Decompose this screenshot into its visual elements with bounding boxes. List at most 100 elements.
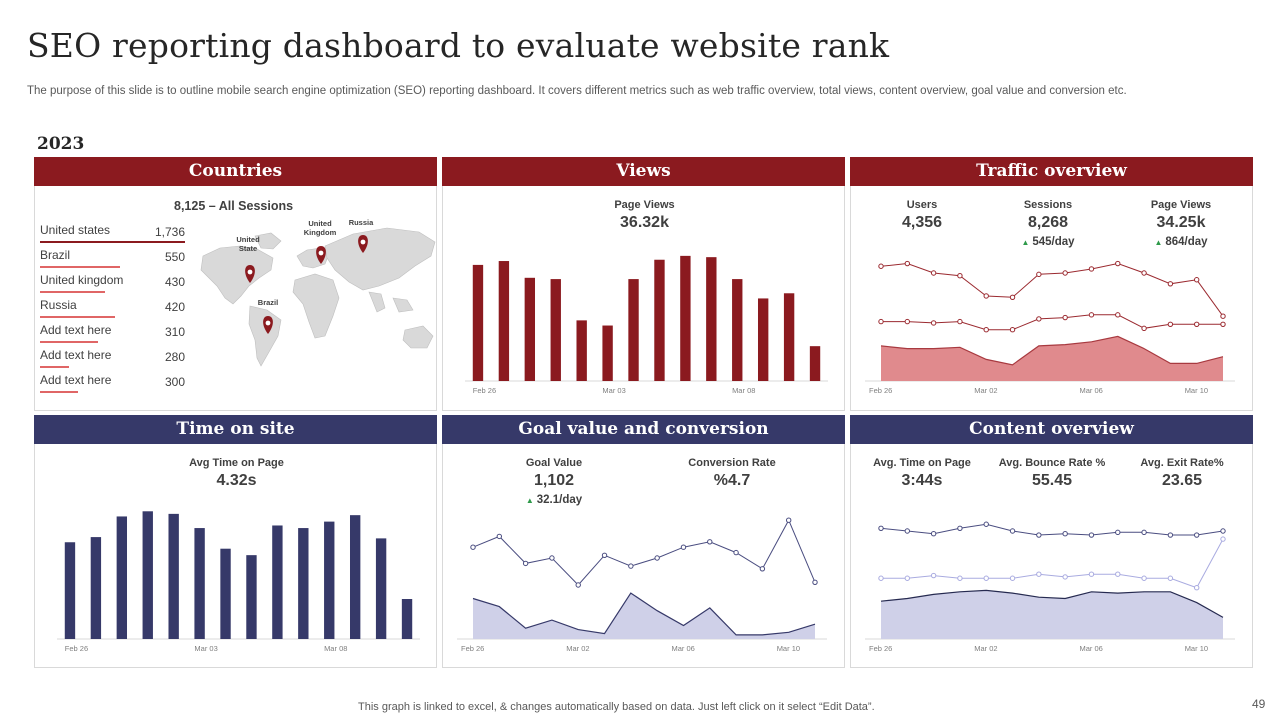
x-tick-label: Mar 06 xyxy=(1079,644,1102,653)
metric-value: 55.45 xyxy=(1031,472,1073,489)
data-point xyxy=(930,320,937,326)
country-row: Brazil 550 xyxy=(40,248,185,273)
country-row: Add text here 300 xyxy=(40,373,185,398)
views-panel: Views Page Views 36.32k Feb 26 Mar 03 Mar … xyxy=(442,157,845,411)
map-pin-dot xyxy=(247,269,253,275)
metric-label: Users xyxy=(906,199,938,211)
data-point xyxy=(1009,294,1016,301)
bar xyxy=(524,277,536,381)
metric-value: %4.7 xyxy=(713,472,751,489)
map-pin-dot xyxy=(265,320,271,326)
traffic-line-chart: Feb 26 Mar 02 Mar 06 Mar 10 xyxy=(865,260,1235,395)
country-share-bar xyxy=(40,366,69,368)
country-name: Russia xyxy=(40,298,77,312)
data-point xyxy=(904,318,911,325)
page-views-metric: Page Views 34.25k ▲ 864/day xyxy=(1131,199,1231,248)
country-value: 420 xyxy=(164,300,185,314)
data-point xyxy=(522,560,529,567)
x-tick-label: Feb 26 xyxy=(473,386,496,395)
data-point xyxy=(1115,312,1121,318)
data-point xyxy=(904,260,911,267)
bar xyxy=(116,516,128,639)
users-metric: Users 4,356 xyxy=(872,199,972,232)
country-value: 550 xyxy=(164,250,185,264)
sessions-metric: Sessions 8,268 ▲ 545/day xyxy=(998,199,1098,248)
data-point xyxy=(1220,536,1226,542)
time-bar-chart: Feb 26 Mar 03 Mar 08 xyxy=(57,511,420,653)
data-point xyxy=(878,263,884,269)
views-bar-chart: Feb 26 Mar 03 Mar 08 xyxy=(465,255,828,395)
x-tick-label: Feb 26 xyxy=(65,644,88,653)
map-pin-label: State xyxy=(239,244,257,253)
metric-label: Sessions xyxy=(1023,199,1073,211)
data-point xyxy=(1220,313,1226,319)
country-name: United kingdom xyxy=(40,273,124,287)
bar xyxy=(732,279,743,381)
metric-value: 23.65 xyxy=(1161,472,1203,489)
x-tick-label: Mar 10 xyxy=(777,644,800,653)
traffic-panel: Traffic overview Users 4,356 Sessions 8,… xyxy=(850,157,1253,411)
area-fill xyxy=(473,593,815,639)
data-point xyxy=(1141,325,1147,332)
metric-value: 1,102 xyxy=(533,472,575,489)
landmass xyxy=(248,305,282,367)
country-share-bar xyxy=(40,341,98,343)
data-point xyxy=(1036,271,1042,278)
data-point xyxy=(983,293,989,299)
data-point xyxy=(1167,575,1174,581)
metric-delta: ▲ 864/day xyxy=(1154,236,1208,248)
data-point xyxy=(654,555,660,561)
page-number: 49 xyxy=(1252,697,1266,711)
x-tick-label: Mar 08 xyxy=(732,386,755,395)
bar xyxy=(64,542,76,639)
bar xyxy=(324,521,335,639)
countries-panel: Countries 8,125 – All Sessions United st… xyxy=(34,157,437,411)
bar xyxy=(628,279,639,381)
bar xyxy=(783,293,795,381)
data-point xyxy=(957,575,963,581)
metric-label: Conversion Rate xyxy=(688,457,776,469)
time-on-site-panel: Time on site Avg Time on Page 4.32s Feb … xyxy=(34,415,437,668)
time-on-site-header: Time on site xyxy=(34,415,437,444)
goal-value-metric: Goal Value 1,102 ▲ 32.1/day xyxy=(504,457,604,506)
country-name: Add text here xyxy=(40,323,112,337)
data-point xyxy=(470,544,476,550)
conversion-rate-metric: Conversion Rate %4.7 xyxy=(672,457,792,490)
bar xyxy=(246,555,257,639)
map-pin-label: Brazil xyxy=(258,298,278,307)
data-point xyxy=(1167,321,1174,328)
year-label: 2023 xyxy=(37,134,85,154)
x-tick-label: Mar 10 xyxy=(1185,644,1208,653)
series-line xyxy=(881,314,1223,331)
country-share-bar xyxy=(40,291,106,293)
data-point xyxy=(1115,529,1121,536)
up-arrow-icon: ▲ xyxy=(1021,238,1030,247)
country-share-bar xyxy=(40,241,185,243)
data-point xyxy=(496,533,503,540)
series-line xyxy=(880,262,1224,317)
data-point xyxy=(1220,528,1226,534)
series-line xyxy=(472,519,816,586)
bar xyxy=(349,515,361,639)
country-name: Add text here xyxy=(40,373,112,387)
area-fill xyxy=(881,590,1223,639)
bar xyxy=(220,548,231,639)
data-point xyxy=(878,318,884,325)
map-pin-label: Kingdom xyxy=(304,228,337,237)
data-point xyxy=(957,525,963,532)
content-panel: Content overview Avg. Time on Page 3:44s… xyxy=(850,415,1253,668)
map-pin-label: United xyxy=(236,235,260,244)
metric-value: 4.32s xyxy=(216,472,257,489)
x-tick-label: Feb 26 xyxy=(869,644,892,653)
data-point xyxy=(1062,574,1068,580)
data-point xyxy=(707,539,713,545)
landmass xyxy=(292,273,340,339)
map-pin-dot xyxy=(360,239,366,245)
metric-delta: ▲ 545/day xyxy=(1021,236,1075,248)
data-point xyxy=(904,528,911,534)
country-name: United states xyxy=(40,223,111,237)
page-views-metric: Page Views 36.32k xyxy=(443,199,846,232)
x-tick-label: Mar 03 xyxy=(194,644,217,653)
data-point xyxy=(1062,270,1068,276)
